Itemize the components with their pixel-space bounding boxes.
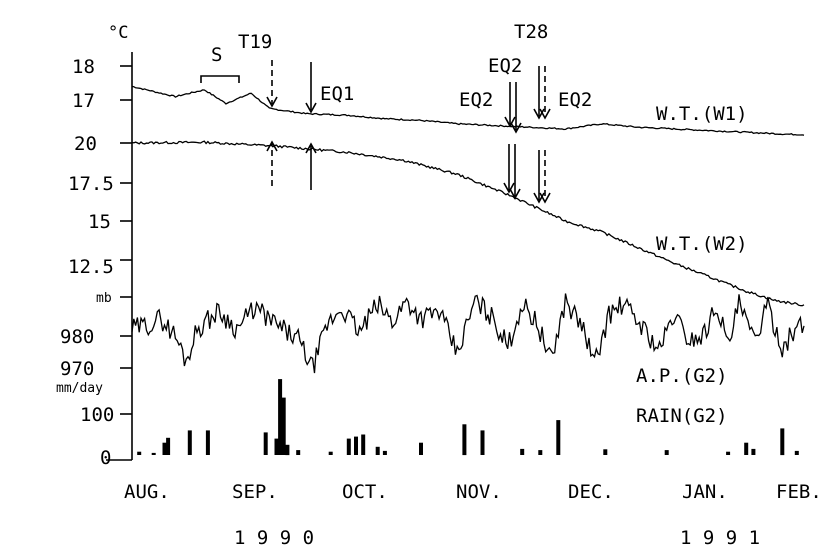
month-label-feb: FEB. (776, 481, 822, 503)
rain-bar (664, 450, 669, 455)
rain-bar (382, 450, 387, 455)
month-label-sep: SEP. (232, 481, 278, 503)
rain-bar (166, 437, 171, 455)
rain-bar (205, 430, 210, 455)
series-line-wt-w1 (131, 85, 805, 136)
panel-rain-g2: mm/day 100 0 RAIN(G2) (56, 379, 799, 469)
tick-label-17: 17 (72, 90, 95, 112)
rain-bar (296, 450, 301, 455)
year-label-1991: 1 9 9 1 (680, 527, 760, 549)
rain-bar (346, 438, 351, 455)
series-line-wt-w2 (131, 140, 805, 307)
rain-bar (419, 442, 423, 455)
rain-bar (278, 379, 283, 455)
unit-label-celsius: °C (108, 23, 128, 43)
rain-bar (263, 432, 268, 455)
panel-wt-w1: °C 18 17 W.T.(W1) (72, 23, 805, 136)
panel-wt-w2: 20 17.5 15 12.5 W.T.(W2) (68, 133, 805, 307)
rain-bar (751, 448, 756, 455)
rain-bar (603, 449, 608, 455)
annotation-eq1: EQ1 (320, 83, 354, 105)
month-label-aug: AUG. (124, 481, 170, 503)
tick-label-15: 15 (88, 211, 111, 233)
month-label-jan: JAN. (682, 481, 728, 503)
x-axis-labels: AUG. SEP. OCT. NOV. DEC. JAN. FEB. 1 9 9… (124, 481, 822, 549)
tick-label-970: 970 (60, 358, 94, 380)
rain-bar (281, 397, 286, 455)
annotation-eq2-b: EQ2 (459, 89, 493, 111)
rain-bar (520, 448, 525, 455)
year-label-1990: 1 9 9 0 (234, 527, 314, 549)
rain-bar (354, 436, 358, 455)
rain-bar (328, 451, 333, 455)
annotation-s: S (211, 44, 222, 66)
rain-bar (794, 450, 799, 455)
month-label-dec: DEC. (568, 481, 614, 503)
rain-bar (538, 450, 543, 455)
rain-bar (780, 428, 785, 456)
tick-label-18: 18 (72, 56, 95, 78)
rain-bar (361, 434, 366, 455)
tick-label-12-5: 12.5 (68, 256, 114, 278)
month-label-nov: NOV. (456, 481, 502, 503)
tick-label-20: 20 (74, 133, 97, 155)
rain-bar (162, 442, 167, 455)
rain-bar (375, 446, 380, 455)
y-axis-spine (106, 52, 133, 461)
annotation-eq2-a: EQ2 (488, 55, 522, 77)
rain-bar (137, 451, 142, 455)
series-label-ap-g2: A.P.(G2) (636, 365, 728, 387)
rain-bar (187, 430, 192, 455)
event-annotations: S T19 EQ1 T28 EQ2 EQ2 EQ2 (200, 21, 592, 204)
rain-bars (137, 379, 799, 456)
series-label-wt-w2: W.T.(W2) (656, 233, 748, 255)
unit-label-mb: mb (96, 291, 112, 306)
rain-bar (556, 420, 561, 455)
tick-label-17-5: 17.5 (68, 173, 114, 195)
series-label-rain-g2: RAIN(G2) (636, 405, 728, 427)
annotation-t19: T19 (238, 31, 272, 53)
rain-bar (151, 452, 156, 455)
tick-label-980: 980 (60, 326, 94, 348)
annotation-t28: T28 (514, 21, 548, 43)
annotation-eq2-c: EQ2 (558, 89, 592, 111)
panel-ap-g2: mb 980 970 A.P.(G2) (60, 291, 805, 387)
s-period-bracket (200, 75, 240, 83)
rain-bar (726, 451, 731, 455)
rain-bar (285, 444, 290, 456)
rain-bar (480, 430, 485, 455)
series-line-ap-g2 (131, 293, 805, 374)
unit-label-mm-per-day: mm/day (56, 381, 103, 396)
rain-bar (744, 442, 749, 455)
rain-bar (462, 424, 467, 456)
tick-label-100: 100 (80, 404, 114, 426)
series-label-wt-w1: W.T.(W1) (656, 103, 748, 125)
rain-bar (274, 438, 279, 455)
month-label-oct: OCT. (342, 481, 388, 503)
tick-label-0: 0 (100, 447, 111, 469)
